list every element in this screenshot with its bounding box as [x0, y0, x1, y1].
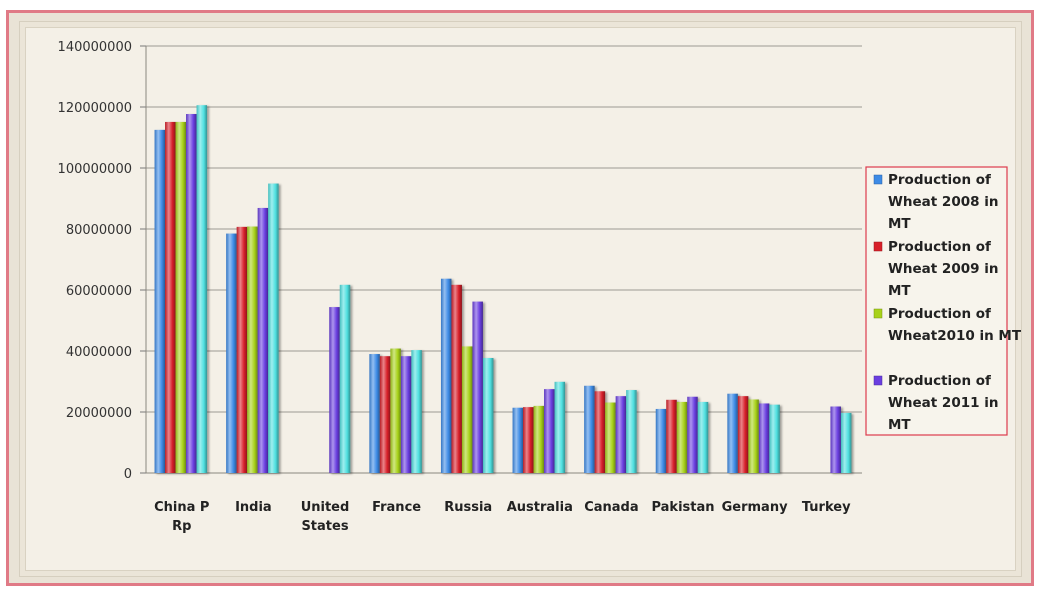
legend-swatch — [873, 375, 883, 386]
bar — [400, 356, 412, 473]
y-axis-tick-labels: 0 20000000 40000000 60000000 80000000 1000000… — [58, 40, 132, 482]
bar — [369, 354, 380, 473]
bar — [196, 105, 208, 474]
x-category-label: France — [372, 500, 421, 515]
bar — [594, 391, 606, 473]
bar — [165, 121, 176, 473]
bar — [840, 412, 852, 473]
bar — [411, 350, 422, 473]
bar — [390, 348, 401, 473]
bar — [472, 301, 483, 473]
bar — [257, 207, 269, 473]
x-category-label: United States — [301, 500, 350, 534]
x-category-label: Pakistan — [651, 500, 714, 515]
y-tick-label: 60000000 — [66, 284, 132, 299]
bar — [154, 129, 166, 473]
bar — [533, 405, 545, 473]
bar — [737, 396, 749, 473]
bar — [687, 396, 698, 473]
x-category-label: Germany — [722, 500, 788, 515]
bar — [329, 307, 340, 473]
bar — [175, 121, 187, 473]
bar — [186, 114, 197, 473]
legend-swatch — [873, 174, 883, 185]
bar — [236, 226, 248, 473]
bar — [461, 346, 473, 473]
bar — [666, 399, 677, 473]
bar — [523, 407, 534, 473]
bar — [247, 226, 258, 473]
legend: Production of Wheat 2008 in MT Production o… — [865, 166, 1022, 436]
y-tick-label: 100000000 — [58, 162, 132, 177]
legend-entry: Production of Wheat 2008 in MT — [888, 172, 998, 232]
bar — [554, 381, 566, 473]
bar — [339, 284, 351, 473]
legend-box — [865, 166, 1008, 436]
x-category-label: India — [235, 500, 272, 515]
x-category-label: Canada — [584, 500, 638, 515]
legend-swatch — [873, 241, 883, 252]
x-category-label: Russia — [444, 500, 492, 515]
bar — [451, 284, 462, 473]
bar — [655, 408, 667, 473]
bar — [226, 233, 237, 473]
bar — [584, 385, 595, 473]
bar — [626, 390, 637, 473]
y-tick-label: 20000000 — [66, 406, 132, 421]
legend-entry: Production of Wheat 2011 in MT — [888, 373, 998, 433]
bar — [605, 402, 616, 473]
y-tick-label: 80000000 — [66, 223, 132, 238]
bar — [727, 393, 738, 473]
bar — [748, 399, 759, 473]
x-category-label: Australia — [507, 500, 573, 515]
bar — [482, 358, 494, 473]
bar — [512, 407, 524, 473]
bar — [440, 278, 452, 473]
y-tick-label: 40000000 — [66, 345, 132, 360]
bar — [769, 404, 780, 473]
bar — [544, 389, 555, 473]
legend-entry: Production of Wheat 2009 in MT — [888, 239, 998, 299]
y-tick-label: 140000000 — [58, 40, 132, 55]
x-axis-category-labels: China P Rp India United States France Russia Au… — [154, 500, 851, 534]
bar — [379, 356, 391, 473]
chart-frame — [6, 10, 1034, 586]
bar — [697, 401, 709, 473]
legend-entry: Production of Wheat2010 in MT — [888, 306, 1022, 344]
bar — [615, 396, 627, 473]
bars — [154, 105, 852, 474]
x-category-label: Turkey — [802, 500, 851, 515]
bar — [676, 401, 688, 473]
y-tick-label: 0 — [124, 467, 132, 482]
bar — [830, 406, 841, 473]
legend-swatch — [873, 308, 883, 319]
y-tick-label: 120000000 — [58, 101, 132, 116]
bar — [268, 183, 279, 473]
bar — [758, 403, 770, 473]
x-category-label: China P Rp — [154, 500, 209, 534]
